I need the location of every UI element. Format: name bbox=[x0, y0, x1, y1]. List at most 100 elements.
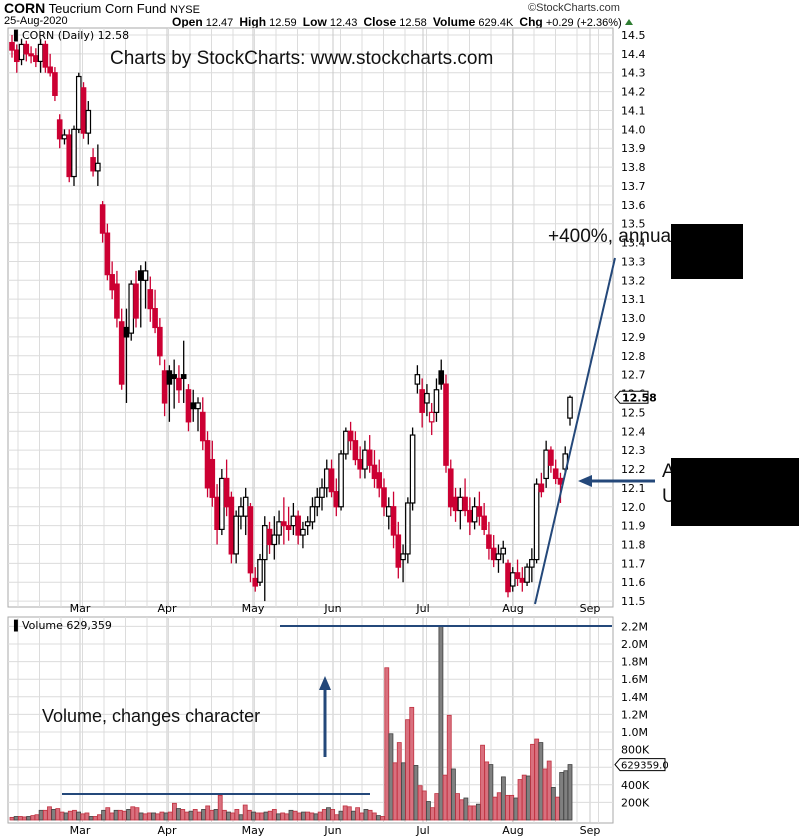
arrow-up-icon bbox=[319, 676, 331, 690]
candle bbox=[505, 562, 511, 593]
volume-bar bbox=[417, 785, 423, 821]
candle bbox=[424, 392, 430, 404]
volume-bar bbox=[401, 762, 406, 821]
candle bbox=[290, 515, 297, 527]
candle bbox=[142, 270, 149, 281]
candle bbox=[400, 553, 406, 561]
volume-bar bbox=[63, 812, 69, 821]
volume-bar bbox=[176, 808, 181, 821]
price-tick: 14.1 bbox=[621, 104, 646, 117]
candle bbox=[476, 506, 483, 517]
candle bbox=[9, 41, 15, 51]
volume-bar bbox=[55, 808, 61, 821]
price-tick: 13.6 bbox=[621, 199, 646, 212]
close-value: 12.58 bbox=[399, 17, 427, 29]
volume-bar bbox=[192, 809, 198, 821]
candle bbox=[471, 506, 478, 523]
candle bbox=[37, 43, 44, 63]
volume-bar bbox=[475, 803, 481, 821]
volume-bar bbox=[326, 807, 331, 821]
candle bbox=[233, 515, 239, 555]
volume-bar bbox=[371, 812, 377, 821]
candle bbox=[33, 55, 39, 63]
low-value: 12.43 bbox=[329, 17, 358, 29]
candle bbox=[123, 326, 130, 338]
candle bbox=[548, 449, 554, 466]
volume-bar bbox=[147, 812, 152, 821]
volume-bar bbox=[555, 796, 560, 821]
price-tick: 14.4 bbox=[621, 48, 646, 61]
candle bbox=[80, 87, 87, 134]
volume-bar bbox=[530, 743, 535, 821]
volume-bar bbox=[563, 770, 569, 821]
chart-title: CORN Teucrium Corn Fund NYSE bbox=[4, 0, 200, 16]
volume-bar bbox=[142, 813, 148, 821]
volume-bar bbox=[163, 812, 169, 821]
volume-bar bbox=[230, 812, 236, 821]
volume-bar bbox=[267, 810, 273, 821]
volume-bar bbox=[346, 806, 352, 821]
volume-bar bbox=[271, 809, 277, 821]
volume-bar bbox=[113, 809, 119, 821]
price-tick: 12.3 bbox=[621, 444, 646, 457]
candle bbox=[281, 521, 287, 527]
redacted-box-2 bbox=[671, 458, 799, 526]
candle bbox=[228, 496, 235, 555]
candle bbox=[137, 270, 144, 281]
volume-bar bbox=[13, 816, 19, 821]
volume-bar bbox=[84, 812, 90, 821]
volume-bar bbox=[455, 793, 460, 821]
volume-bar bbox=[246, 809, 252, 821]
candle bbox=[157, 326, 163, 357]
volume-bar bbox=[251, 811, 256, 821]
volume-bar bbox=[167, 811, 173, 821]
candle bbox=[314, 496, 321, 508]
volume-bar bbox=[359, 812, 365, 821]
candle-icon: ▐ bbox=[10, 29, 18, 42]
candle bbox=[209, 458, 216, 498]
volume-bar bbox=[384, 667, 390, 821]
open-value: 12.47 bbox=[205, 17, 234, 29]
candle bbox=[180, 374, 187, 380]
volume-bar bbox=[559, 772, 565, 821]
candle bbox=[261, 525, 268, 561]
volume-bar bbox=[309, 812, 315, 821]
price-legend: CORN (Daily) 12.58 bbox=[22, 29, 129, 42]
candle bbox=[486, 534, 492, 549]
candle bbox=[52, 72, 58, 96]
candle bbox=[71, 128, 77, 178]
volume-bar bbox=[546, 760, 552, 821]
volume-bar bbox=[542, 768, 548, 821]
price-tick: 12.2 bbox=[621, 463, 646, 476]
candle bbox=[42, 43, 49, 68]
volume-tick: 200K bbox=[621, 796, 650, 809]
volume-bar bbox=[317, 811, 323, 821]
fund-name: Teucrium Corn Fund bbox=[48, 1, 167, 16]
candle bbox=[538, 483, 545, 493]
volume-bar bbox=[392, 762, 398, 821]
month-label: Sep bbox=[580, 824, 601, 837]
ohlc-values: Open 12.47 High 12.59 Low 12.43 Close 12… bbox=[172, 15, 633, 29]
price-tick: 13.5 bbox=[621, 218, 646, 231]
volume-bar bbox=[351, 810, 356, 821]
candle bbox=[509, 572, 516, 587]
volume-bar bbox=[367, 809, 373, 821]
candle bbox=[166, 370, 173, 385]
price-tick: 14.5 bbox=[621, 29, 646, 42]
volume-bar bbox=[209, 809, 215, 821]
trend-line bbox=[534, 257, 616, 605]
volume-bar bbox=[430, 807, 435, 821]
volume-bar bbox=[184, 811, 190, 821]
volume-bar bbox=[288, 809, 294, 821]
volume-bar bbox=[59, 811, 65, 821]
volume-bar bbox=[130, 806, 136, 821]
volume-bar bbox=[471, 805, 477, 821]
candle bbox=[28, 53, 34, 57]
price-tick: 13.0 bbox=[621, 312, 646, 325]
volume-bar bbox=[513, 797, 519, 821]
volume-tick: 1.6M bbox=[621, 673, 648, 686]
volume-bar bbox=[446, 714, 452, 821]
volume-bar bbox=[459, 799, 465, 821]
volume-bar bbox=[480, 744, 485, 821]
volume-bar bbox=[226, 811, 231, 821]
